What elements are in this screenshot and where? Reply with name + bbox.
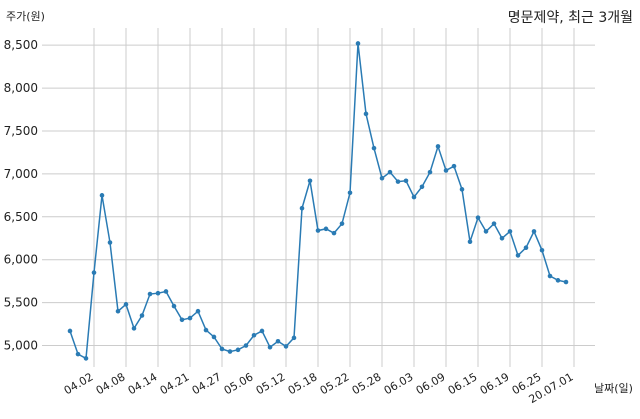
data-point [163, 289, 169, 294]
x-tick-label: 05.06 [222, 370, 256, 397]
data-point [251, 332, 257, 338]
data-point [299, 205, 305, 211]
data-point [419, 184, 425, 190]
data-point [259, 328, 265, 334]
y-axis: 5,000 5,500 6,000 6,500 7,000 7,500 8,000 8,500 [4, 38, 38, 352]
data-point [291, 335, 297, 341]
y-tick-label: 5,500 [4, 296, 38, 310]
data-point [115, 308, 121, 314]
data-point [227, 349, 233, 354]
y-tick-label: 5,000 [4, 339, 38, 353]
data-point [307, 178, 313, 184]
data-point [139, 313, 145, 318]
x-tick-label: 05.22 [318, 370, 352, 397]
y-tick-label: 6,000 [4, 253, 38, 267]
data-point [83, 356, 89, 361]
data-point [395, 179, 401, 184]
x-axis: 04.0204.0804.1404.2104.2705.0605.1205.18… [62, 370, 576, 406]
data-point [323, 226, 329, 232]
x-tick-label: 05.12 [254, 370, 288, 397]
data-point [547, 273, 553, 279]
data-point [315, 228, 321, 233]
data-point [147, 291, 153, 297]
y-tick-label: 8,000 [4, 81, 38, 95]
data-point [563, 279, 569, 285]
data-point [491, 221, 497, 226]
data-point [555, 278, 561, 283]
data-point [523, 245, 529, 251]
data-point [123, 302, 129, 307]
data-point [75, 351, 81, 357]
data-point [443, 168, 449, 173]
data-point [339, 221, 345, 226]
data-point [475, 215, 481, 220]
data-point [107, 240, 113, 245]
data-point [459, 187, 465, 192]
y-tick-label: 6,500 [4, 210, 38, 224]
y-tick-label: 8,500 [4, 38, 38, 52]
data-point [235, 347, 241, 353]
data-point [379, 175, 385, 181]
data-point [411, 194, 417, 200]
x-tick-label: 05.28 [350, 370, 384, 397]
data-point [539, 247, 545, 253]
x-tick-label: 06.09 [414, 370, 448, 397]
data-point [435, 144, 441, 149]
x-tick-label: 05.18 [286, 370, 320, 397]
y-tick-label: 7,500 [4, 124, 38, 138]
data-point [483, 229, 489, 234]
data-point [91, 270, 97, 275]
data-point [507, 229, 513, 234]
x-tick-label: 06.15 [446, 370, 480, 397]
x-tick-label: 04.14 [126, 370, 160, 397]
data-point [179, 317, 185, 323]
x-tick-label: 04.08 [94, 370, 128, 397]
data-point [171, 303, 177, 309]
data-point [211, 334, 217, 340]
data-point [467, 239, 473, 244]
chart-title: 명문제약, 최근 3개월 [508, 10, 633, 26]
x-tick-label: 04.27 [190, 370, 224, 397]
data-point [219, 346, 225, 352]
data-point [363, 111, 369, 117]
data-point [267, 344, 273, 350]
data-point [355, 41, 361, 46]
data-point [531, 229, 537, 234]
x-tick-label: 06.19 [478, 370, 512, 397]
data-point [347, 190, 353, 196]
grid [42, 28, 595, 367]
data-point [515, 253, 521, 258]
data-point [203, 327, 209, 333]
data-point [195, 308, 201, 314]
data-point [331, 230, 337, 236]
x-tick-label: 04.02 [62, 370, 96, 397]
data-point [243, 343, 249, 348]
data-point [275, 338, 281, 344]
data-point [99, 193, 105, 198]
data-point [131, 326, 137, 331]
data-point [499, 235, 505, 241]
series-layer [67, 41, 569, 361]
x-tick-label: 04.21 [158, 370, 192, 397]
data-point [403, 178, 409, 184]
x-tick-label: 06.03 [382, 370, 416, 397]
y-axis-label: 주가(원) [6, 10, 45, 23]
data-point [187, 315, 193, 321]
y-tick-label: 7,000 [4, 167, 38, 181]
data-point [387, 169, 393, 175]
data-point [155, 290, 161, 296]
data-point [371, 145, 377, 151]
x-axis-label: 날짜(일) [594, 381, 633, 395]
data-point [451, 163, 457, 169]
data-point [283, 344, 289, 349]
data-point [427, 169, 433, 175]
data-point [67, 328, 73, 334]
